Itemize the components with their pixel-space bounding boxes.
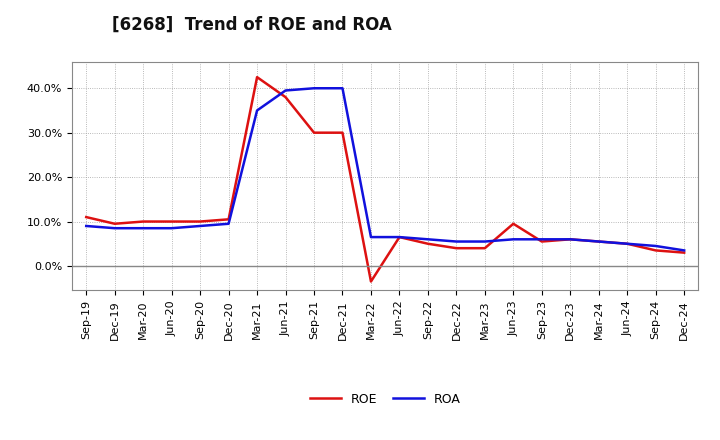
ROA xyxy=(652,243,660,249)
ROA xyxy=(338,86,347,91)
ROE xyxy=(652,248,660,253)
ROE xyxy=(366,279,375,284)
ROE xyxy=(282,95,290,100)
ROE xyxy=(509,221,518,227)
ROA xyxy=(366,235,375,240)
Line: ROA: ROA xyxy=(86,88,684,250)
ROA xyxy=(623,241,631,246)
ROA xyxy=(196,224,204,229)
ROE xyxy=(167,219,176,224)
ROA xyxy=(82,224,91,229)
ROE xyxy=(110,221,119,227)
ROE xyxy=(480,246,489,251)
ROE xyxy=(338,130,347,136)
Legend: ROE, ROA: ROE, ROA xyxy=(310,393,461,406)
ROE xyxy=(566,237,575,242)
ROE xyxy=(623,241,631,246)
Line: ROE: ROE xyxy=(86,77,684,282)
ROE xyxy=(680,250,688,255)
ROA xyxy=(595,239,603,244)
ROE xyxy=(452,246,461,251)
ROA xyxy=(509,237,518,242)
ROE xyxy=(139,219,148,224)
ROA xyxy=(253,108,261,113)
Text: [6268]  Trend of ROE and ROA: [6268] Trend of ROE and ROA xyxy=(112,15,392,33)
ROE xyxy=(423,241,432,246)
ROE xyxy=(395,235,404,240)
ROE xyxy=(82,214,91,220)
ROA xyxy=(310,86,318,91)
ROE xyxy=(225,216,233,222)
ROA xyxy=(167,226,176,231)
ROA xyxy=(566,237,575,242)
ROA xyxy=(139,226,148,231)
ROA xyxy=(225,221,233,227)
ROA xyxy=(282,88,290,93)
ROE xyxy=(537,239,546,244)
ROA xyxy=(480,239,489,244)
ROA xyxy=(537,237,546,242)
ROE xyxy=(196,219,204,224)
ROE xyxy=(310,130,318,136)
ROE xyxy=(595,239,603,244)
ROA xyxy=(395,235,404,240)
ROE xyxy=(253,74,261,80)
ROA xyxy=(452,239,461,244)
ROA xyxy=(110,226,119,231)
ROA xyxy=(680,248,688,253)
ROA xyxy=(423,237,432,242)
